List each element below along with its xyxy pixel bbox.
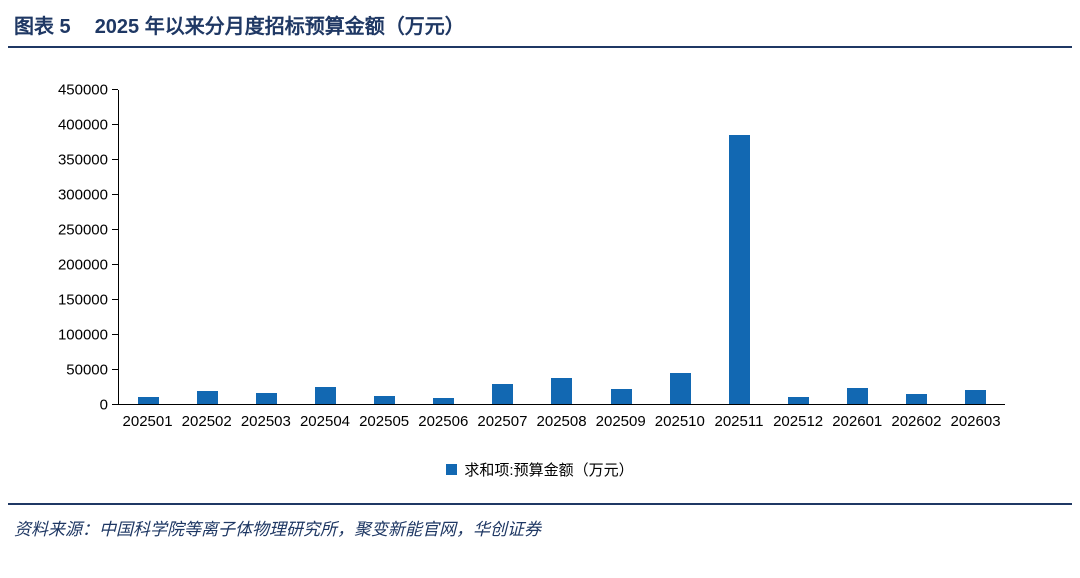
bar-202601 [846,387,868,404]
x-tick-label: 202512 [773,413,824,430]
y-tick-label: 50000 [66,361,108,379]
bar-202603 [964,390,986,404]
bar-202509 [610,389,632,404]
x-tick-label: 202511 [714,413,764,430]
x-tick-label: 202502 [181,413,232,430]
x-tick-label: 202506 [418,413,469,430]
bar-slot [178,90,237,404]
bar-202502 [197,391,219,404]
source-text: 资料来源：中国科学院等离子体物理研究所，聚变新能官网，华创证券 [14,520,541,539]
chart-title: 2025 年以来分月度招标预算金额（万元） [94,16,465,38]
x-tick-label: 202508 [536,413,587,430]
y-tick-mark [112,89,118,90]
y-axis: 0 50000 100000 150000 200000 250000 300000 3500… [0,83,108,413]
figure-label: 图表 5 [14,16,71,38]
bar-202512 [787,397,809,404]
bar-slot [887,90,946,404]
y-tick-label: 100000 [57,326,108,344]
bar-slot [946,90,1005,404]
y-tick-label: 350000 [57,151,108,169]
legend-swatch [446,464,458,475]
bar-202602 [905,394,927,404]
x-tick-label: 202510 [654,413,705,430]
y-tick-label: 300000 [57,186,108,204]
y-tick-mark [112,369,118,371]
y-tick-label: 450000 [57,81,108,99]
x-tick-label: 202501 [122,413,173,430]
x-tick-label: 202505 [359,413,410,430]
bar-202503 [256,392,278,404]
x-tick-label: 202504 [299,413,351,430]
bar-slot [414,90,473,404]
x-tick-label: 202507 [477,413,528,430]
bar-202508 [551,378,573,404]
x-axis-labels: 202501 202502 202503 202504 202505 202506 2025… [118,413,1005,430]
y-tick-mark [112,334,118,336]
y-tick-label: 150000 [57,291,108,309]
y-tick-mark [112,229,118,230]
y-axis-ticks [112,89,118,405]
bar-202501 [138,397,160,404]
y-tick-label: 200000 [57,256,108,274]
x-tick-label: 202503 [240,413,291,430]
y-tick-mark [112,159,118,160]
x-tick-label: 202601 [832,413,883,430]
y-tick-label: 400000 [57,116,108,134]
bar-slot [473,90,532,404]
plot-area [118,90,1005,405]
header-divider [8,46,1072,48]
bar-slot [355,90,414,404]
y-tick-mark [112,404,118,405]
bar-slot [651,90,710,404]
chart-legend: 求和项:预算金额（万元） [0,459,1080,480]
y-tick-mark [112,124,118,126]
bar-202506 [433,397,455,404]
bar-slot [296,90,355,404]
bar-202507 [492,383,514,404]
bar-slot [828,90,887,404]
bar-202504 [315,387,337,404]
bar-202510 [669,372,691,404]
legend-label: 求和项:预算金额（万元） [464,462,634,479]
y-tick-label: 250000 [57,221,108,239]
bar-slot [237,90,296,404]
y-tick-label: 0 [99,396,108,414]
footer-divider [8,503,1072,505]
bar-slot [592,90,651,404]
x-tick-label: 202603 [950,413,1001,430]
x-tick-label: 202602 [891,413,942,430]
bar-slot [769,90,828,404]
y-tick-mark [112,299,118,300]
bar-202505 [374,395,396,404]
bar-slot [710,90,769,404]
y-tick-mark [112,194,118,195]
y-tick-mark [112,264,118,266]
bar-slot [119,90,178,404]
bar-202511 [728,135,750,404]
bar-slot [532,90,591,404]
chart-header: 图表 5 2025 年以来分月度招标预算金额（万元） [14,10,465,39]
x-tick-label: 202509 [595,413,646,430]
